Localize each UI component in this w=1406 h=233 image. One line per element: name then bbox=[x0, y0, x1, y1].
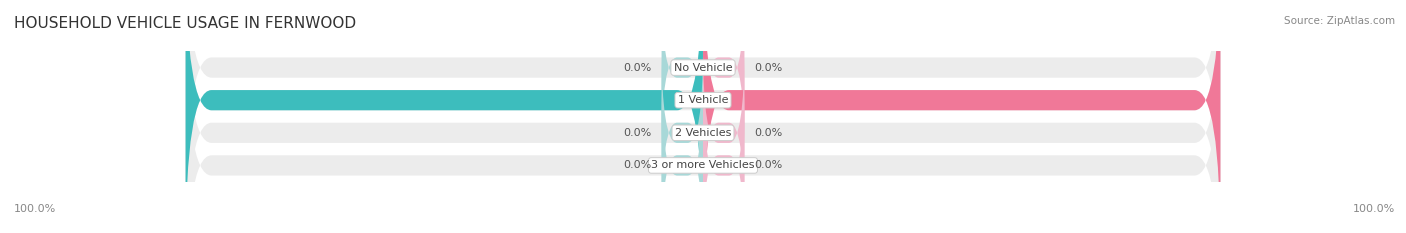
Text: 0.0%: 0.0% bbox=[623, 161, 651, 170]
Text: 0.0%: 0.0% bbox=[623, 63, 651, 72]
FancyBboxPatch shape bbox=[662, 78, 703, 233]
Text: 1 Vehicle: 1 Vehicle bbox=[678, 95, 728, 105]
Text: 0.0%: 0.0% bbox=[623, 128, 651, 138]
Text: 0.0%: 0.0% bbox=[755, 161, 783, 170]
Text: Source: ZipAtlas.com: Source: ZipAtlas.com bbox=[1284, 16, 1395, 26]
Text: No Vehicle: No Vehicle bbox=[673, 63, 733, 72]
Text: 100.0%: 100.0% bbox=[1230, 95, 1277, 105]
FancyBboxPatch shape bbox=[703, 45, 744, 221]
Text: 100.0%: 100.0% bbox=[14, 204, 56, 214]
FancyBboxPatch shape bbox=[662, 45, 703, 221]
Text: HOUSEHOLD VEHICLE USAGE IN FERNWOOD: HOUSEHOLD VEHICLE USAGE IN FERNWOOD bbox=[14, 16, 356, 31]
FancyBboxPatch shape bbox=[703, 0, 744, 155]
Text: 0.0%: 0.0% bbox=[755, 63, 783, 72]
Text: 3 or more Vehicles: 3 or more Vehicles bbox=[651, 161, 755, 170]
FancyBboxPatch shape bbox=[186, 0, 703, 233]
Text: 0.0%: 0.0% bbox=[755, 128, 783, 138]
Text: 100.0%: 100.0% bbox=[129, 95, 176, 105]
FancyBboxPatch shape bbox=[186, 0, 1220, 233]
FancyBboxPatch shape bbox=[186, 0, 1220, 221]
FancyBboxPatch shape bbox=[186, 12, 1220, 233]
FancyBboxPatch shape bbox=[186, 0, 1220, 233]
FancyBboxPatch shape bbox=[703, 0, 1220, 233]
FancyBboxPatch shape bbox=[662, 0, 703, 155]
Text: 2 Vehicles: 2 Vehicles bbox=[675, 128, 731, 138]
Text: 100.0%: 100.0% bbox=[1353, 204, 1395, 214]
FancyBboxPatch shape bbox=[703, 78, 744, 233]
